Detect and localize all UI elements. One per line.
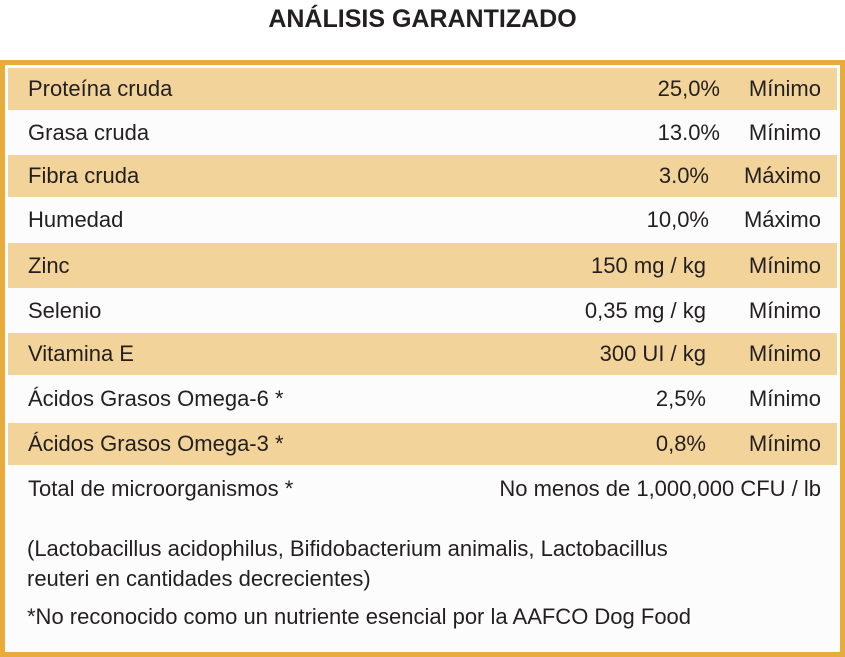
nutrient-limit: Mínimo	[748, 253, 821, 278]
nutrient-value: 13.0%	[657, 120, 720, 145]
nutrient-limit: Mínimo	[748, 120, 821, 145]
nutrient-value: 150 mg / kg	[591, 253, 706, 278]
nutrient-name: Vitamina E	[28, 341, 134, 366]
nutrient-value: 0,8%	[655, 431, 706, 456]
nutrient-name: Ácidos Grasos Omega-3 *	[28, 431, 284, 456]
nutrient-value: 0,35 mg / kg	[584, 298, 706, 323]
nutrient-name: Zinc	[28, 253, 70, 278]
nutrient-limit: Mínimo	[748, 76, 821, 101]
microorganisms-label: Total de microorganismos *	[28, 476, 294, 501]
nutrient-limit: Mínimo	[748, 298, 821, 323]
strains-note-line1: (Lactobacillus acidophilus, Bifidobacter…	[27, 536, 668, 561]
nutrient-limit: Mínimo	[748, 431, 821, 456]
nutrient-limit: Máximo	[743, 163, 821, 188]
table-row: Ácidos Grasos Omega-3 * 0,8% Mínimo	[8, 423, 837, 465]
nutrient-limit: Mínimo	[748, 341, 821, 366]
nutrient-value: 10,0%	[646, 207, 709, 232]
nutrient-name: Fibra cruda	[28, 163, 140, 188]
table-row: Ácidos Grasos Omega-6 * 2,5% Mínimo	[8, 375, 837, 423]
table-row: Vitamina E 300 UI / kg Mínimo	[8, 333, 837, 375]
table-row: Zinc 150 mg / kg Mínimo	[8, 243, 837, 288]
nutrient-value: 300 UI / kg	[599, 341, 706, 366]
nutrient-name: Ácidos Grasos Omega-6 *	[28, 386, 284, 411]
microorganisms-value: No menos de 1,000,000 CFU / lb	[499, 476, 821, 501]
table-row: Proteína cruda 25,0% Mínimo	[8, 68, 837, 110]
nutrient-name: Selenio	[28, 298, 102, 323]
nutrient-value: 3.0%	[658, 163, 709, 188]
nutrient-limit: Máximo	[743, 207, 821, 232]
microorganisms-row: Total de microorganismos * No menos de 1…	[8, 465, 837, 513]
nutrient-value: 25,0%	[657, 76, 720, 101]
nutrient-limit: Mínimo	[748, 386, 821, 411]
table-row: Humedad 10,0% Máximo	[8, 197, 837, 243]
nutrient-value: 2,5%	[655, 386, 706, 411]
footnote: *No reconocido como un nutriente esencia…	[27, 604, 692, 629]
nutrient-name: Humedad	[28, 207, 124, 232]
nutrient-name: Grasa cruda	[28, 120, 150, 145]
page-title: ANÁLISIS GARANTIZADO	[268, 5, 577, 33]
table-row: Grasa cruda 13.0% Mínimo	[8, 110, 837, 155]
guaranteed-analysis-panel: Proteína cruda 25,0% Mínimo Grasa cruda …	[0, 60, 845, 657]
strains-note-line2: reuteri en cantidades decrecientes)	[27, 566, 371, 591]
table-row: Selenio 0,35 mg / kg Mínimo	[8, 288, 837, 333]
nutrient-name: Proteína cruda	[28, 76, 173, 101]
table-row: Fibra cruda 3.0% Máximo	[8, 155, 837, 197]
